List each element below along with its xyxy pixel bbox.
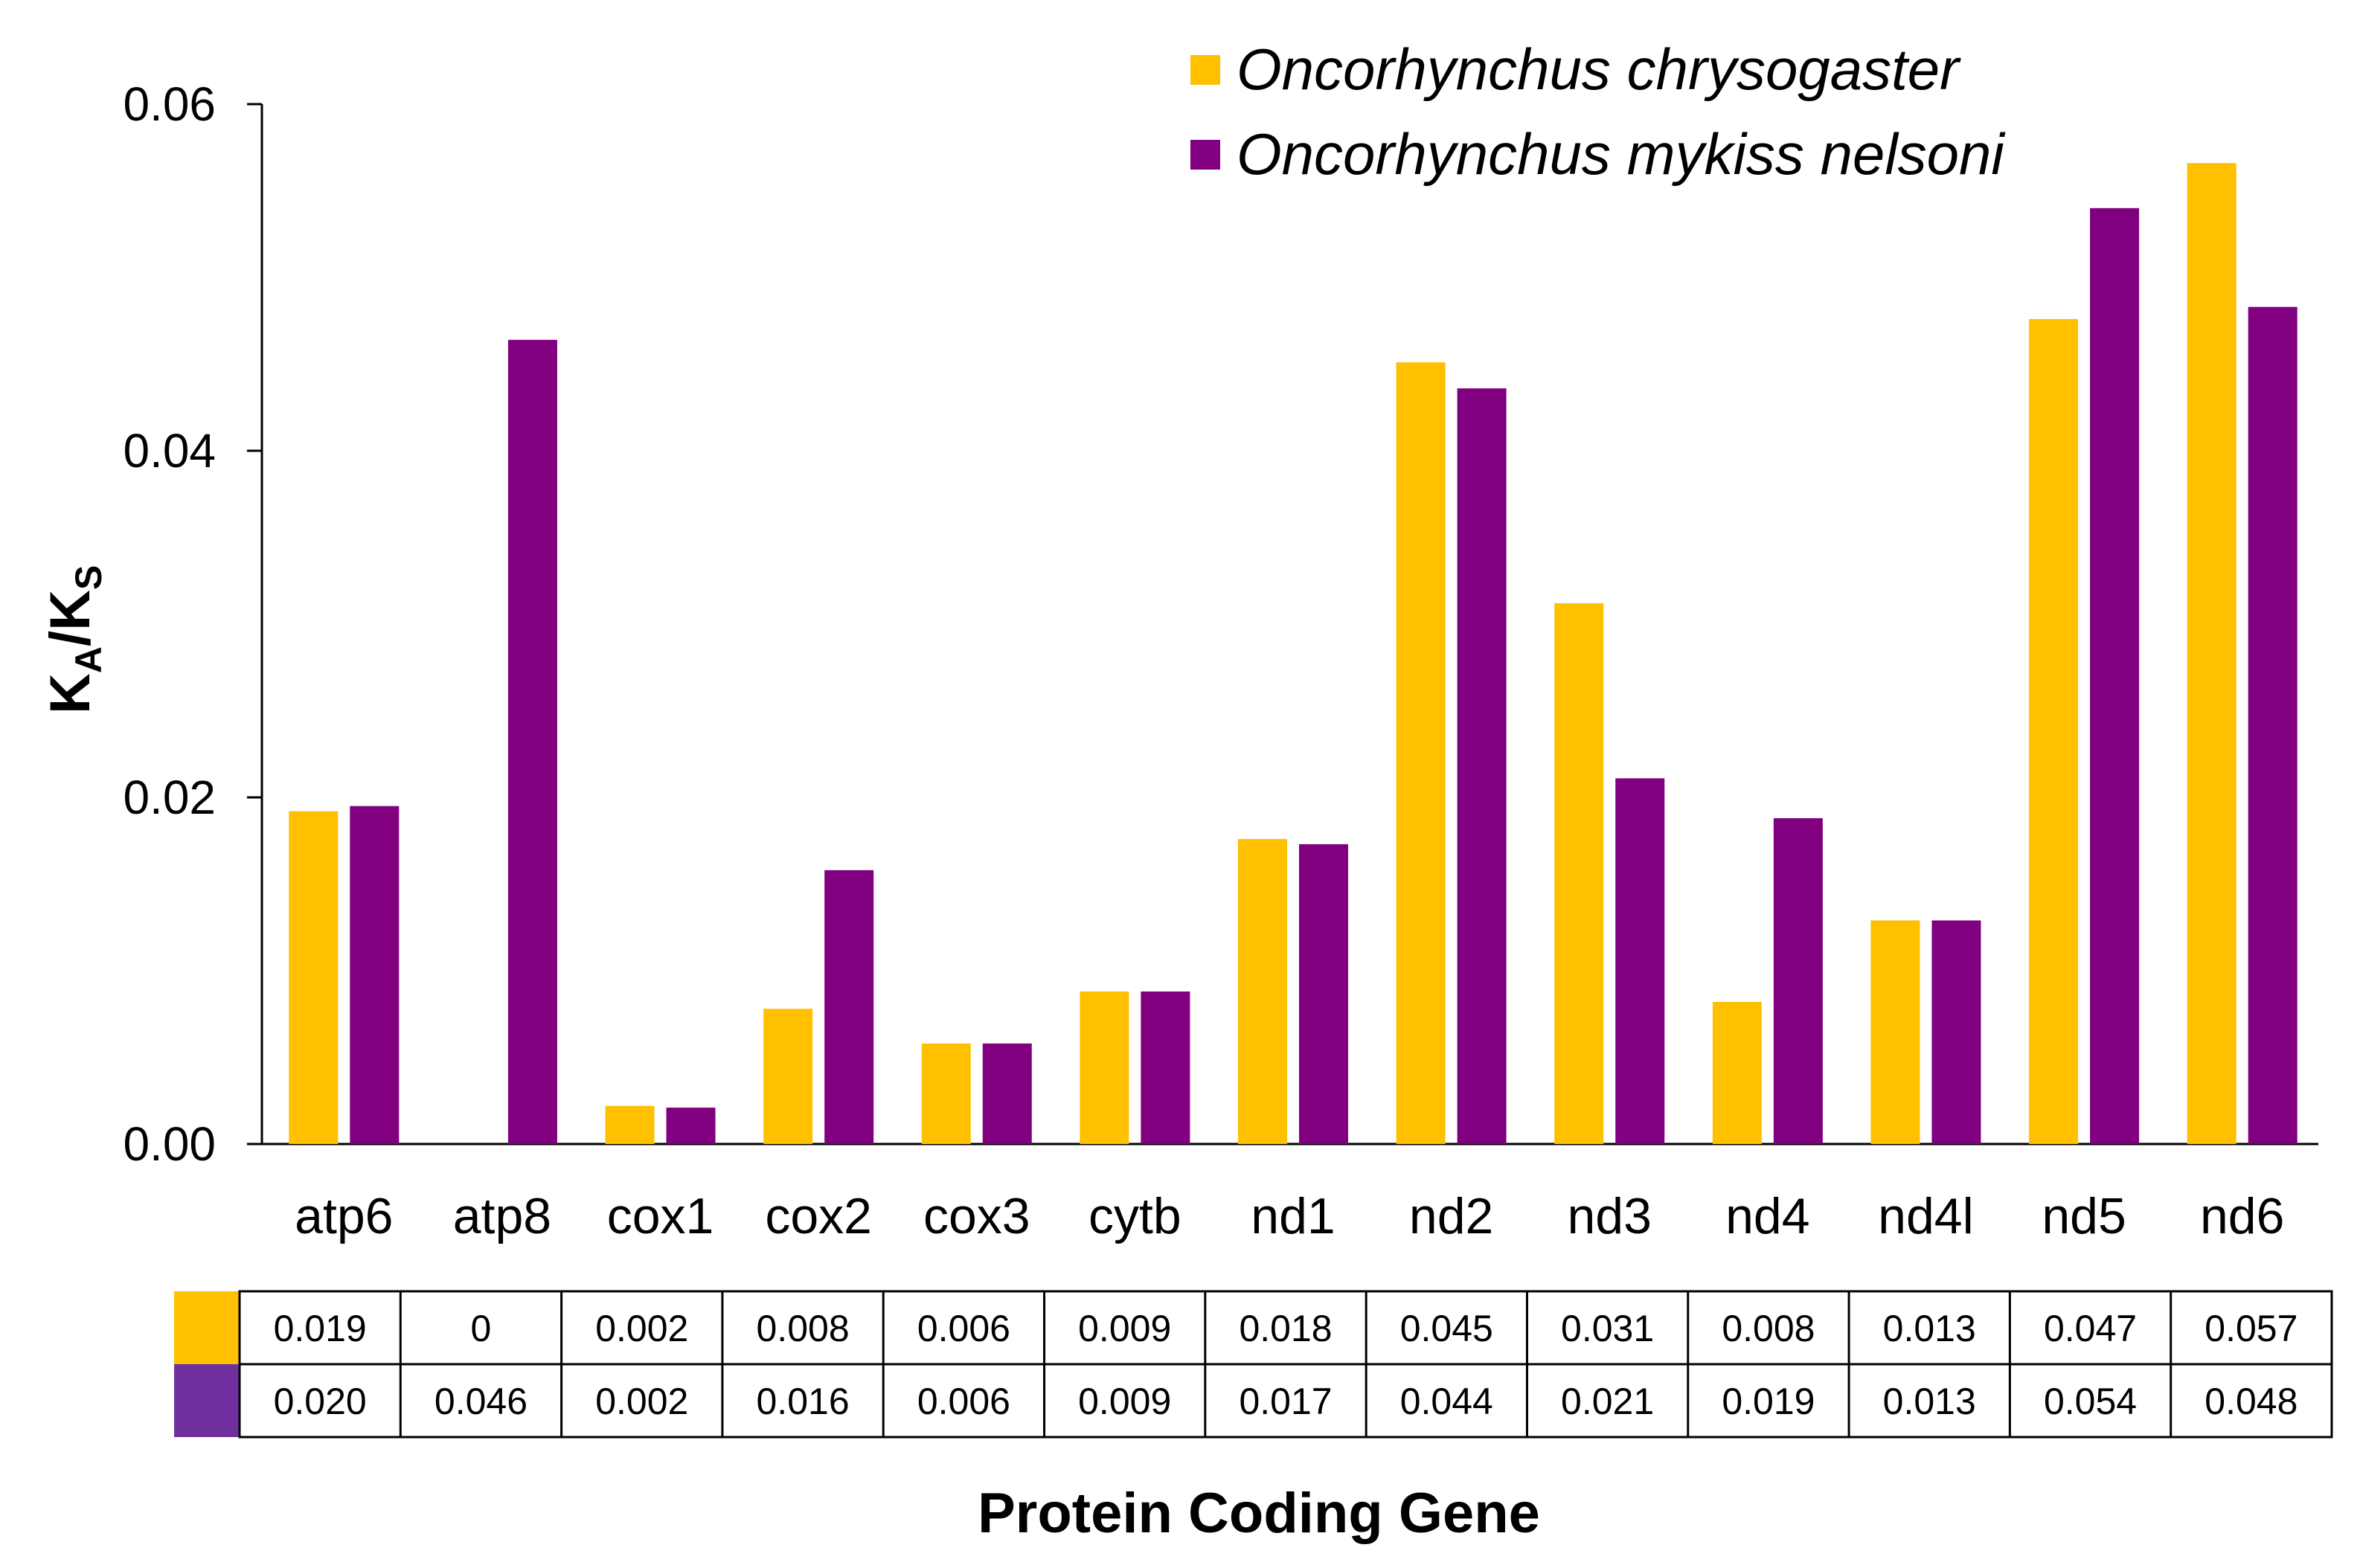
category-labels: atp6 atp8 cox1 cox2 cox3 cytb nd1 nd2 nd3 nd4 nd4l… bbox=[295, 1188, 2284, 1244]
table-cell-nd2-mykiss-nelsoni: 0.044 bbox=[1400, 1381, 1493, 1422]
table-cell-nd5-chrysogaster: 0.047 bbox=[2044, 1308, 2137, 1349]
bars bbox=[289, 163, 2298, 1145]
axes bbox=[260, 104, 2318, 1146]
bar-cox3-chrysogaster bbox=[921, 1043, 971, 1144]
table-cell-cytb-mykiss-nelsoni: 0.009 bbox=[1078, 1381, 1171, 1422]
table-cell-nd3-chrysogaster: 0.031 bbox=[1561, 1308, 1654, 1349]
table-cell-cox3-chrysogaster: 0.006 bbox=[917, 1308, 1010, 1349]
table-cell-cox2-mykiss-nelsoni: 0.016 bbox=[757, 1381, 850, 1422]
y-axis-label: KA/KS bbox=[39, 565, 109, 714]
y-tick-label: 0.04 bbox=[123, 424, 216, 478]
table-key-mykiss-nelsoni bbox=[174, 1364, 240, 1437]
category-label-nd4l: nd4l bbox=[1878, 1188, 1974, 1244]
bar-atp8-mykiss-nelsoni bbox=[507, 339, 557, 1144]
bar-atp6-mykiss-nelsoni bbox=[350, 806, 400, 1144]
category-label-atp8: atp8 bbox=[453, 1188, 551, 1244]
table-cell-cytb-chrysogaster: 0.009 bbox=[1078, 1308, 1171, 1349]
bar-nd4l-chrysogaster bbox=[1870, 920, 1920, 1144]
table-cell-nd6-chrysogaster: 0.057 bbox=[2205, 1308, 2298, 1349]
legend-swatch-chrysogaster bbox=[1190, 55, 1220, 85]
bar-cox2-chrysogaster bbox=[763, 1009, 813, 1144]
category-label-cytb: cytb bbox=[1088, 1188, 1181, 1244]
bar-cox1-chrysogaster bbox=[605, 1105, 655, 1144]
table-cell-atp8-chrysogaster: 0 bbox=[471, 1308, 492, 1349]
y-axis-label-slash-k: /K bbox=[39, 590, 102, 646]
legend: Oncorhynchus chrysogaster Oncorhynchus m… bbox=[1190, 36, 2006, 187]
category-label-nd4: nd4 bbox=[1725, 1188, 1809, 1244]
bar-nd2-mykiss-nelsoni bbox=[1457, 388, 1507, 1144]
table-key-chrysogaster bbox=[174, 1291, 240, 1364]
bar-nd4-chrysogaster bbox=[1712, 1001, 1762, 1144]
table-cell-cox2-chrysogaster: 0.008 bbox=[757, 1308, 850, 1349]
table-cell-nd1-mykiss-nelsoni: 0.017 bbox=[1239, 1381, 1332, 1422]
category-label-nd3: nd3 bbox=[1567, 1188, 1651, 1244]
category-label-nd5: nd5 bbox=[2042, 1188, 2126, 1244]
y-tick-label: 0.00 bbox=[123, 1117, 216, 1171]
bar-cytb-mykiss-nelsoni bbox=[1141, 991, 1190, 1144]
table-cell-nd4-mykiss-nelsoni: 0.019 bbox=[1722, 1381, 1815, 1422]
category-label-cox2: cox2 bbox=[765, 1188, 872, 1244]
bar-cytb-chrysogaster bbox=[1080, 991, 1129, 1144]
category-label-nd2: nd2 bbox=[1409, 1188, 1493, 1244]
bar-nd3-chrysogaster bbox=[1554, 603, 1604, 1144]
bar-nd4l-mykiss-nelsoni bbox=[1931, 920, 1981, 1144]
table-cell-cox1-mykiss-nelsoni: 0.002 bbox=[595, 1381, 688, 1422]
category-label-cox1: cox1 bbox=[607, 1188, 714, 1244]
legend-label-mykiss-nelsoni: Oncorhynchus mykiss nelsoni bbox=[1237, 121, 2006, 187]
bar-nd6-chrysogaster bbox=[2187, 163, 2236, 1145]
y-tick-label: 0.02 bbox=[123, 771, 216, 824]
legend-swatch-mykiss-nelsoni bbox=[1190, 140, 1220, 170]
x-axis-label: Protein Coding Gene bbox=[978, 1482, 1540, 1545]
bar-cox1-mykiss-nelsoni bbox=[666, 1108, 716, 1144]
category-label-nd6: nd6 bbox=[2200, 1188, 2284, 1244]
bar-nd3-mykiss-nelsoni bbox=[1615, 778, 1665, 1144]
bar-nd1-chrysogaster bbox=[1238, 838, 1287, 1144]
table-cell-nd4-chrysogaster: 0.008 bbox=[1722, 1308, 1815, 1349]
bar-nd5-mykiss-nelsoni bbox=[2090, 208, 2140, 1144]
category-label-nd1: nd1 bbox=[1251, 1188, 1335, 1244]
bar-cox2-mykiss-nelsoni bbox=[824, 870, 874, 1144]
table-cell-nd4l-chrysogaster: 0.013 bbox=[1883, 1308, 1976, 1349]
y-tick-label: 0.06 bbox=[123, 77, 216, 131]
table-cell-nd5-mykiss-nelsoni: 0.054 bbox=[2044, 1381, 2137, 1422]
bar-atp6-chrysogaster bbox=[289, 811, 339, 1144]
table-cell-atp6-mykiss-nelsoni: 0.020 bbox=[274, 1381, 367, 1422]
y-ticks: 0.00 0.02 0.04 0.06 bbox=[123, 77, 262, 1171]
y-axis-label-sub-s: S bbox=[68, 565, 109, 590]
bar-nd6-mykiss-nelsoni bbox=[2248, 306, 2298, 1144]
table-cell-cox1-chrysogaster: 0.002 bbox=[595, 1308, 688, 1349]
table-cell-cox3-mykiss-nelsoni: 0.006 bbox=[917, 1381, 1010, 1422]
category-label-atp6: atp6 bbox=[295, 1188, 393, 1244]
table-cell-nd1-chrysogaster: 0.018 bbox=[1239, 1308, 1332, 1349]
table-cell-atp8-mykiss-nelsoni: 0.046 bbox=[435, 1381, 528, 1422]
bar-nd1-mykiss-nelsoni bbox=[1299, 844, 1348, 1144]
bar-cox3-mykiss-nelsoni bbox=[982, 1043, 1032, 1144]
table-cell-nd6-mykiss-nelsoni: 0.048 bbox=[2205, 1381, 2298, 1422]
category-label-cox3: cox3 bbox=[923, 1188, 1030, 1244]
bar-nd5-chrysogaster bbox=[2029, 318, 2079, 1144]
table-cell-nd3-mykiss-nelsoni: 0.021 bbox=[1561, 1381, 1654, 1422]
bar-nd2-chrysogaster bbox=[1396, 362, 1446, 1144]
y-axis-label-sub-a: A bbox=[68, 646, 109, 673]
table-cell-nd2-chrysogaster: 0.045 bbox=[1400, 1308, 1493, 1349]
y-axis-label-k: K bbox=[39, 673, 102, 714]
data-table: 0.019 0 0.002 0.008 0.006 0.009 0.018 0.045 0.03… bbox=[174, 1290, 2333, 1439]
table-cell-atp6-chrysogaster: 0.019 bbox=[274, 1308, 367, 1349]
bar-nd4-mykiss-nelsoni bbox=[1773, 817, 1823, 1144]
legend-label-chrysogaster: Oncorhynchus chrysogaster bbox=[1237, 36, 1961, 102]
table-cell-nd4l-mykiss-nelsoni: 0.013 bbox=[1883, 1381, 1976, 1422]
